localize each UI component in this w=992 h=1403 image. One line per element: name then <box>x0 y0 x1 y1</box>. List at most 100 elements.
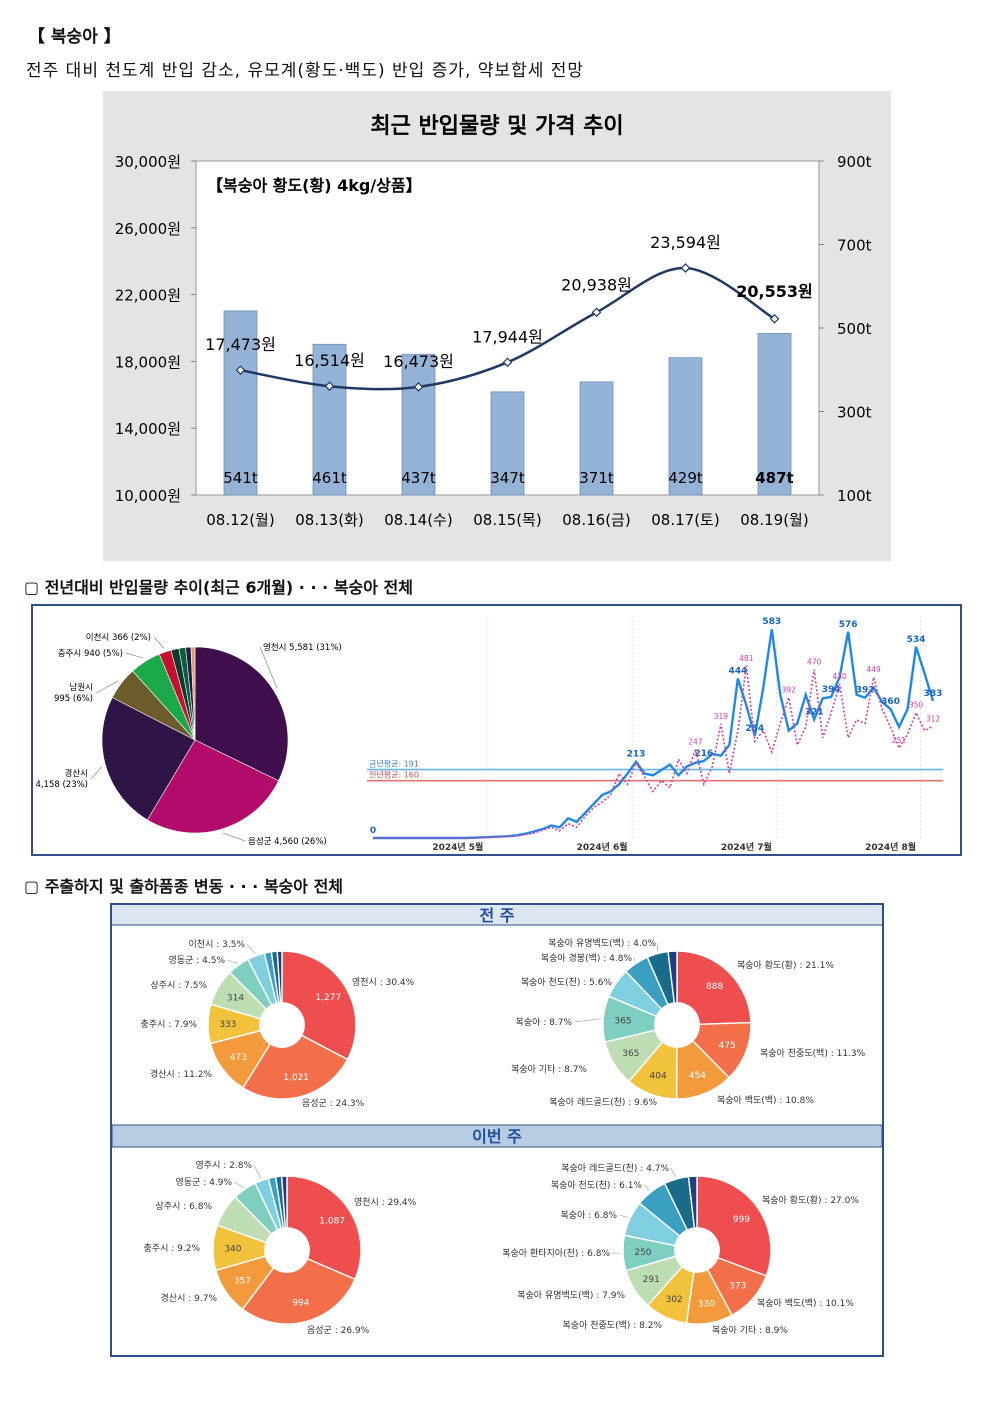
right-axis-label: 300t <box>837 404 872 422</box>
year-compare-line-chart: 2024년 5월 2024년 6월 2024년 7월 2024년 8월 금년평균: 19… <box>367 616 943 853</box>
series-data-label: 319 <box>714 712 729 721</box>
donut-value-label: 330 <box>698 1299 715 1309</box>
volume-label: 461t <box>312 469 347 487</box>
pie-label: 이천시 366 (2%) <box>86 632 151 643</box>
donut-category-label: 복숭아 천도(천) : 6.1% <box>551 1180 643 1191</box>
donut-slice <box>209 1029 272 1089</box>
volume-bar <box>401 353 436 496</box>
donut-category-label: 영동군 : 4.9% <box>176 1177 233 1188</box>
series-data-label: 534 <box>907 635 926 645</box>
donut-category-label: 복숭아 백도(백) : 10.1% <box>757 1298 854 1309</box>
price-label: 17,944원 <box>472 327 543 346</box>
volume-bar <box>223 310 258 496</box>
price-label: 20,553원 <box>736 282 812 301</box>
pie-slice <box>146 739 279 834</box>
pie-leader <box>153 636 165 649</box>
series-line-last-year <box>373 665 934 839</box>
avg-label-last-year: 전년평균: 160 <box>369 770 419 780</box>
volume-label: 371t <box>579 469 614 487</box>
volume-bar <box>490 391 525 496</box>
series-line-this-year <box>373 629 935 840</box>
donut-slice <box>691 1021 752 1079</box>
right-axis-label: 700t <box>837 237 872 255</box>
donut-leader <box>573 1018 602 1023</box>
donut-slice <box>602 995 658 1043</box>
series-data-label: 481 <box>739 654 754 663</box>
price-point <box>502 357 513 368</box>
avg-label-this-year: 금년평균: 191 <box>369 759 419 769</box>
donut-value-label: 365 <box>622 1049 639 1059</box>
price-point <box>324 381 335 392</box>
x-tick-label: 2024년 6월 <box>577 841 628 853</box>
series-data-label: 470 <box>807 658 822 667</box>
donut-category-label: 영천시 : 30.4% <box>352 977 415 988</box>
donut-category-label: 복숭아 백도(백) : 10.8% <box>717 1095 814 1106</box>
trend-section-heading: ▢ 전년대비 반입물량 추이(최근 6개월) · · · 복숭아 전체 <box>24 578 413 597</box>
donut-category-label: 영주시 : 2.8% <box>196 1160 253 1171</box>
price-label: 16,514원 <box>294 351 365 370</box>
left-axis-label: 22,000원 <box>115 287 181 305</box>
series-data-label: 383 <box>924 689 943 699</box>
left-axis-label: 10,000원 <box>115 487 181 505</box>
volume-bar <box>757 333 792 496</box>
pie-leader <box>222 832 246 842</box>
donut-category-label: 상주시 : 7.5% <box>151 980 208 991</box>
volume-label: 487t <box>755 469 793 487</box>
left-axis-label: 18,000원 <box>115 353 181 371</box>
donut-category-label: 복숭아 천도(천) : 5.6% <box>521 977 613 988</box>
panel-title-prev: 전 주 <box>479 906 514 925</box>
donut-category-label: 복숭아 유명백도(백) : 4.0% <box>548 938 656 949</box>
donut-category-label: 복숭아 레드골드(천) : 9.6% <box>549 1097 657 1108</box>
category-label: 08.17(토) <box>651 511 719 529</box>
donut-slice <box>241 1034 349 1100</box>
donut-value-label: 999 <box>733 1215 750 1225</box>
price-label: 23,594원 <box>650 233 721 252</box>
pie-label: 4,158 (23%) <box>35 780 88 790</box>
pie-label: 경산시 <box>65 768 88 779</box>
donut-slice <box>276 950 283 1004</box>
pie-leader <box>259 646 278 689</box>
donut-slice <box>286 1175 362 1281</box>
pie-leader <box>95 680 119 694</box>
donut-category-label: 복숭아 천중도(백) : 11.3% <box>760 1048 866 1059</box>
series-data-label: 360 <box>881 697 900 707</box>
pie-leader <box>90 766 103 780</box>
category-label: 08.16(금) <box>562 511 630 529</box>
category-label: 08.15(목) <box>473 511 541 529</box>
series-data-label: 583 <box>762 617 781 627</box>
price-point <box>413 382 424 392</box>
x-tick-label: 2024년 5월 <box>432 841 483 853</box>
series-data-label: 312 <box>926 714 941 723</box>
pie-label: 음성군 4,560 (26%) <box>248 837 327 847</box>
donut-category-label: 이천시 : 3.5% <box>189 939 246 950</box>
chart-title: 최근 반입물량 및 가격 추이 <box>370 114 623 139</box>
series-data-label: 216 <box>695 749 714 759</box>
category-label: 08.14(수) <box>384 511 452 529</box>
donut-category-label: 충주시 : 9.2% <box>144 1243 201 1254</box>
donut-category-label: 복숭아 : 8.7% <box>516 1017 573 1028</box>
donut-category-label: 음성군 : 26.9% <box>307 1325 370 1336</box>
donut-value-label: 373 <box>729 1282 746 1292</box>
donut-category-label: 복숭아 유명백도(백) : 7.9% <box>517 1290 625 1301</box>
donut-slice <box>675 1039 731 1100</box>
donut-value-label: 250 <box>634 1248 651 1258</box>
series-data-label: 350 <box>909 701 924 710</box>
donut-category-label: 복숭아 황도(황) : 27.0% <box>762 1195 859 1206</box>
donut-category-label: 복숭아 기타 : 8.9% <box>712 1325 788 1336</box>
donut-category-label: 영천시 : 29.4% <box>354 1197 417 1208</box>
left-axis-label: 14,000원 <box>115 420 181 438</box>
donut-value-label: 365 <box>614 1016 631 1026</box>
donut-value-label: 475 <box>719 1041 736 1051</box>
donut-slice <box>646 1265 695 1325</box>
donut-category-label: 상주시 : 6.8% <box>156 1201 213 1212</box>
donut-slice <box>212 1224 267 1272</box>
donut-slice <box>676 950 752 1026</box>
donut-leader <box>233 1181 244 1188</box>
trend-panel: 영천시 5,581 (31%) 음성군 4,560 (26%) 경산시 4,158 (… <box>31 604 962 856</box>
series-data-label: 254 <box>745 724 764 734</box>
series-data-label: 394 <box>822 685 841 695</box>
series-data-label: 0 <box>370 826 376 836</box>
donut-slice <box>687 1175 698 1229</box>
donut-category-label: 복숭아 레드골드(천) : 4.7% <box>561 1163 669 1174</box>
chart-subtitle: 【복숭아 황도(황) 4kg/상품】 <box>207 176 422 195</box>
